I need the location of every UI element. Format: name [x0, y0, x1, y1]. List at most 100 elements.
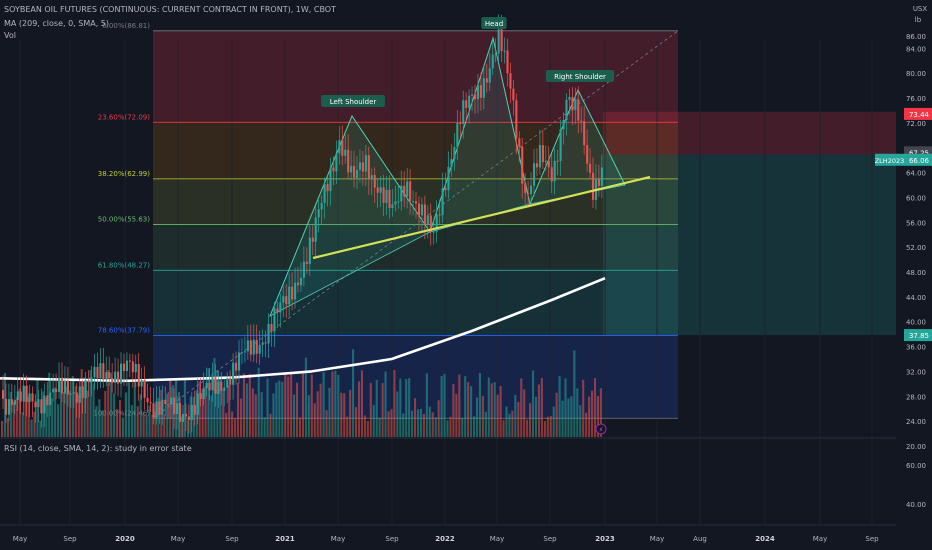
fib-fill-zones [153, 30, 896, 419]
candle-body [164, 399, 167, 405]
candle-body [240, 352, 244, 354]
candle-body [382, 187, 385, 203]
candle-body [471, 94, 474, 96]
candle-body [426, 215, 429, 224]
volume-bar [570, 396, 573, 437]
volume-bar [80, 369, 83, 437]
volume-bar [77, 394, 80, 437]
volume-bar [83, 377, 86, 437]
volume-bar [352, 349, 355, 437]
volume-bar [71, 376, 74, 437]
price-tick-label: 32.00 [906, 368, 926, 376]
candle-body [317, 209, 320, 218]
candle-body [447, 166, 450, 191]
candle-body [211, 376, 214, 391]
volume-bar [419, 409, 422, 437]
volume-bar [287, 376, 290, 437]
candle-body [84, 380, 87, 399]
candle-body [87, 380, 90, 383]
volume-bar [558, 376, 561, 437]
candle-body [465, 100, 468, 108]
volume-bar [121, 417, 125, 437]
price-tick-label: 72.00 [906, 120, 926, 128]
candle-body [506, 50, 509, 74]
price-badge-last-bg [904, 153, 932, 166]
volume-bar [101, 410, 104, 437]
volume-bar [549, 416, 552, 437]
candle-body [297, 282, 300, 286]
candle-body [429, 215, 432, 232]
candle-body [208, 382, 211, 391]
candle-body [482, 78, 485, 98]
volume-bar [98, 399, 101, 437]
time-tick-label: Sep [385, 535, 399, 543]
price-badge-low-bg [904, 329, 932, 342]
candle-body [134, 364, 137, 373]
candle-body [22, 385, 25, 402]
volume-bar [304, 357, 307, 437]
candle-body [214, 376, 217, 394]
volume-bar [139, 394, 142, 437]
candle-body [273, 308, 276, 332]
candle-body [40, 399, 43, 414]
candle-body [291, 286, 294, 300]
candle-body [13, 400, 16, 405]
volume-bar [293, 394, 296, 437]
time-tick-label: 2023 [595, 535, 615, 543]
volume-bar [357, 381, 361, 437]
candle-body [580, 120, 583, 122]
candle-body [391, 204, 394, 208]
vol-indicator-label[interactable]: Vol [4, 31, 16, 40]
volume-bar [532, 370, 535, 437]
volume-bar [142, 413, 145, 437]
trendlines[interactable] [312, 175, 651, 260]
price-tick-label: 64.00 [906, 170, 926, 178]
annotation-label: Right Shoulder [554, 73, 606, 81]
time-axis[interactable]: May Sep 2020 May Sep 2021 May Sep 2022 May Sep 2023… [13, 535, 879, 543]
volume-bar [213, 358, 216, 437]
candle-body [155, 401, 158, 418]
candle-body [488, 68, 491, 83]
volume-bar [301, 373, 304, 437]
volume-bar [57, 404, 60, 437]
volume-bar [207, 368, 210, 437]
candle-body [417, 203, 421, 216]
fib-level-label: 100.00%(24.46) [93, 409, 150, 417]
candle-body [78, 386, 81, 403]
candle-body [409, 181, 412, 202]
price-badge-last: 66.06 [909, 157, 930, 165]
volume-bar [425, 373, 428, 437]
volume-bar [567, 398, 570, 437]
fib-level-label: 78.60%(37.79) [98, 326, 150, 334]
candle-body [52, 388, 55, 393]
volume-bar [278, 380, 281, 437]
candle-body [34, 401, 37, 408]
volume-bar [411, 410, 414, 437]
candle-body [114, 371, 117, 383]
ma-indicator-label[interactable]: MA (209, close, 0, SMA, 5) [4, 19, 110, 28]
volume-bar [251, 388, 254, 437]
candle-body [226, 378, 229, 388]
price-tick-label: 24.00 [906, 418, 926, 426]
candle-body [149, 402, 152, 404]
rsi-indicator-label[interactable]: RSI (14, close, SMA, 14, 2): study in er… [4, 444, 192, 453]
price-tick-label: 48.00 [906, 269, 926, 277]
price-axis[interactable]: USX lb 86.00 84.00 80.00 76.00 72.00 64.00 60.00… [875, 5, 932, 451]
candle-body [285, 296, 288, 305]
candle-body [415, 201, 418, 204]
time-tick-label: Sep [865, 535, 879, 543]
price-tick-label: 60.00 [906, 194, 926, 202]
volume-bar [245, 383, 248, 437]
candle-body [479, 85, 482, 98]
fib-zone [153, 224, 678, 271]
volume-bar [154, 411, 157, 437]
price-tick-label: 80.00 [906, 70, 926, 78]
candle-body [533, 163, 536, 186]
volume-bar [148, 405, 151, 437]
volume-bar [440, 375, 443, 437]
candle-body [117, 371, 120, 384]
volume-bar [45, 398, 48, 437]
volume-bar [65, 386, 68, 437]
price-tick-label: 28.00 [906, 393, 926, 401]
